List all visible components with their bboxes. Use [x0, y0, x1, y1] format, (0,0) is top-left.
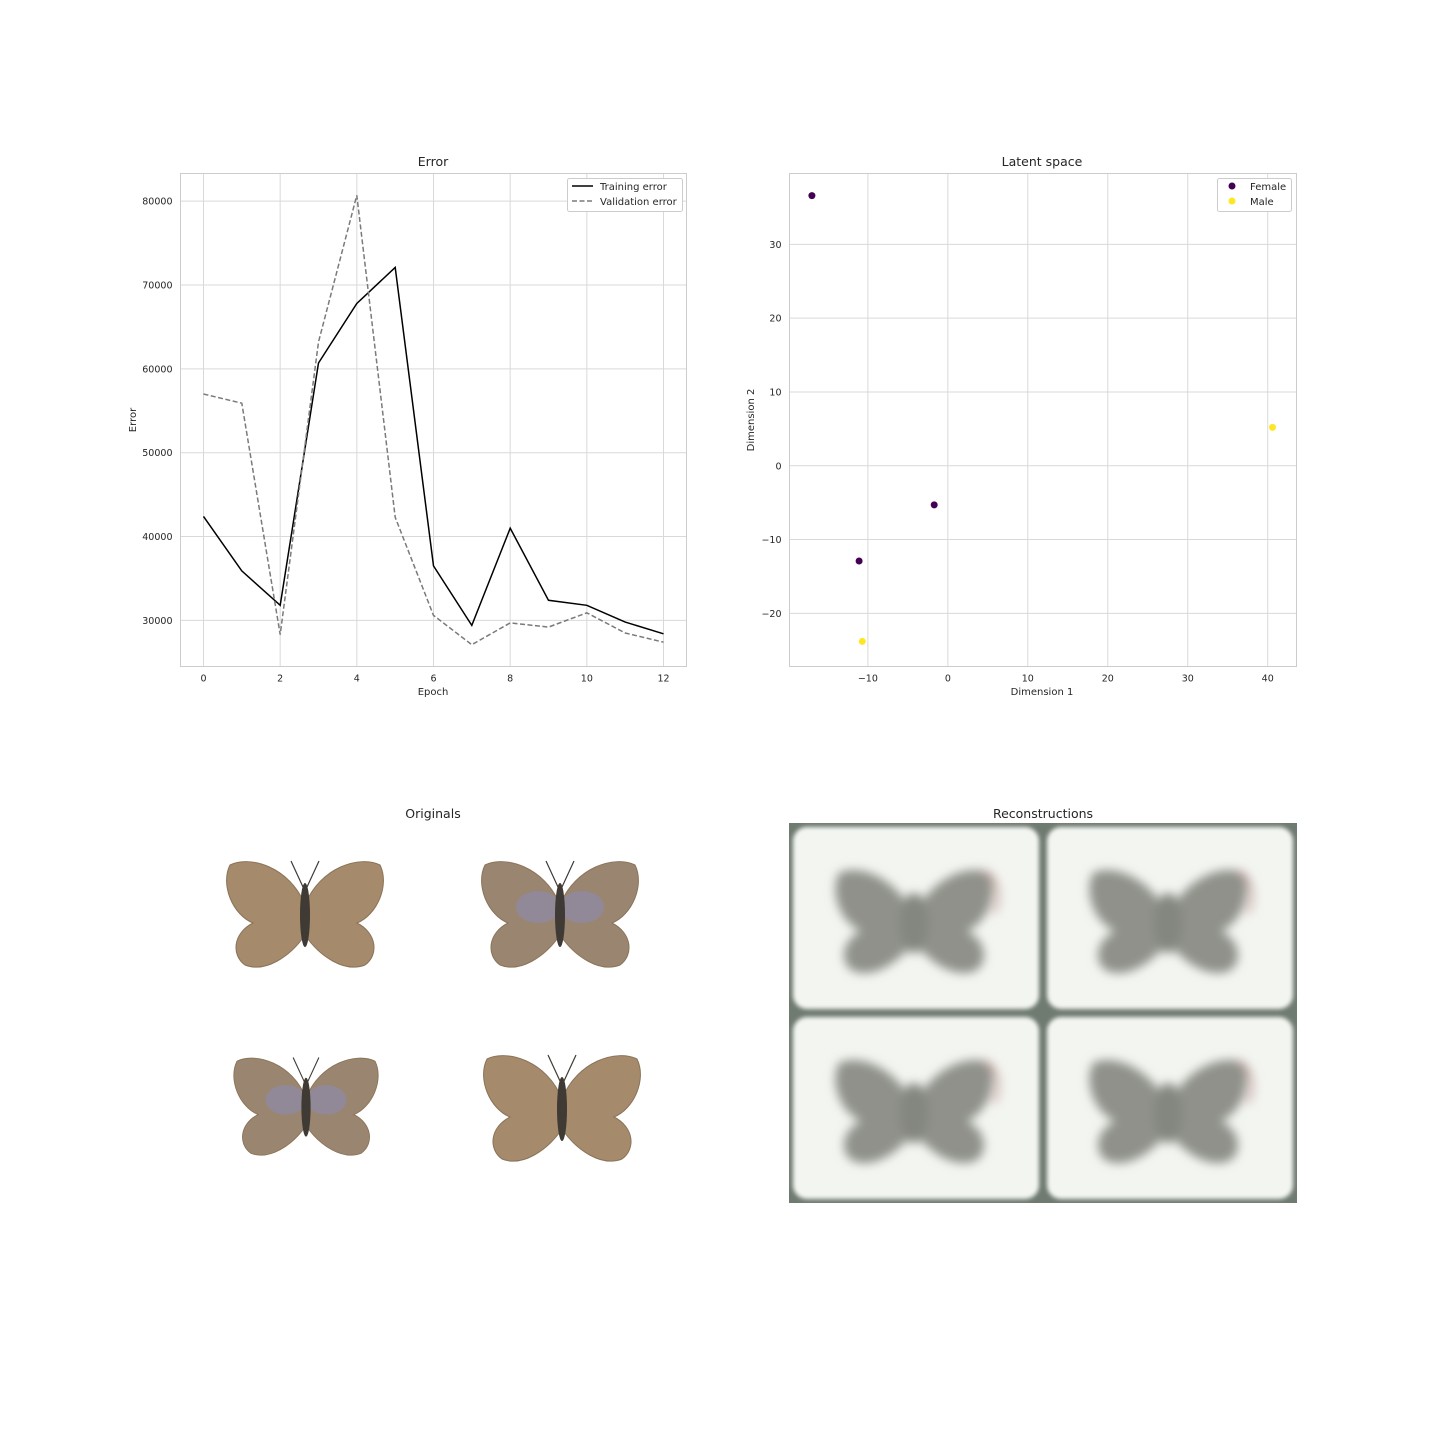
- latent-x-tick-label: 30: [1182, 674, 1194, 685]
- latent-chart-title: Latent space: [1002, 154, 1083, 169]
- error-x-tick-label: 12: [657, 674, 669, 685]
- error-x-tick-label: 6: [430, 674, 436, 685]
- original-butterfly-4: [482, 1054, 642, 1162]
- latent-chart-frame: [789, 173, 1297, 667]
- error-chart-ylabel: Error: [128, 407, 139, 432]
- latent-chart-y-ticks: −20 −10 0 10 20 30: [761, 240, 781, 620]
- error-chart-y-ticks: 30000 40000 50000 60000 70000 80000: [142, 197, 172, 627]
- original-butterfly-3: [233, 1056, 379, 1156]
- latent-y-tick-label: 20: [769, 314, 781, 325]
- reconstructions-image-grid: [789, 823, 1297, 1203]
- reconstructions-title: Reconstructions: [992, 806, 1094, 821]
- legend-validation-label: Validation error: [600, 197, 678, 208]
- error-x-tick-label: 8: [507, 674, 513, 685]
- latent-y-tick-label: 10: [769, 387, 781, 398]
- error-chart-legend: Training error Validation error: [567, 178, 683, 212]
- reconstruction-tile-3: [789, 1013, 1043, 1203]
- latent-y-tick-label: 0: [775, 461, 781, 472]
- female-point: [855, 557, 863, 565]
- originals-image-grid: [225, 860, 642, 1162]
- legend-male-marker: [1228, 197, 1236, 205]
- error-x-tick-label: 4: [354, 674, 360, 685]
- legend-training-label: Training error: [599, 182, 668, 193]
- latent-chart-legend: Female Male: [1217, 178, 1292, 212]
- error-chart-frame: [180, 173, 687, 667]
- female-point: [930, 501, 938, 509]
- validation-error-line: [203, 195, 664, 646]
- error-y-tick-label: 80000: [142, 197, 172, 208]
- latent-chart-x-ticks: −10 0 10 20 30 40: [858, 674, 1274, 685]
- error-y-tick-label: 70000: [142, 281, 172, 292]
- female-point: [808, 192, 816, 200]
- latent-chart-ylabel: Dimension 2: [746, 389, 757, 452]
- error-chart-grid: [180, 173, 687, 667]
- latent-y-tick-label: −10: [761, 535, 781, 546]
- legend-male-label: Male: [1250, 197, 1274, 208]
- error-chart: Error 0 2 4 6 8 10 12 30000 40000 50000 60000 7000…: [128, 154, 687, 698]
- error-x-tick-label: 2: [277, 674, 283, 685]
- legend-female-marker: [1228, 182, 1236, 190]
- reconstruction-tile-2: [1043, 823, 1297, 1013]
- error-chart-lines: [202, 195, 664, 646]
- latent-chart-points: [808, 192, 1276, 645]
- error-y-tick-label: 50000: [142, 448, 172, 459]
- error-chart-xlabel: Epoch: [418, 687, 449, 698]
- latent-x-tick-label: −10: [858, 674, 878, 685]
- male-point: [1269, 423, 1276, 431]
- latent-x-tick-label: 10: [1022, 674, 1034, 685]
- reconstruction-tile-1: [789, 823, 1043, 1013]
- latent-chart: Latent space −10 0 10 20 30 40 −20−100102030 …: [746, 154, 1297, 698]
- reconstruction-tile-4: [1043, 1013, 1297, 1203]
- error-chart-x-ticks: 0 2 4 6 8 10 12: [200, 674, 669, 685]
- latent-chart-xlabel: Dimension 1: [1011, 687, 1074, 698]
- legend-female-label: Female: [1250, 182, 1286, 193]
- error-x-tick-label: 10: [581, 674, 593, 685]
- latent-y-tick-label: 30: [769, 240, 781, 251]
- latent-y-tick-label: −20: [761, 609, 781, 620]
- latent-chart-grid: [789, 173, 1297, 667]
- error-y-tick-label: 40000: [142, 532, 172, 543]
- original-butterfly-1: [225, 860, 385, 968]
- original-butterfly-2: [480, 860, 640, 968]
- error-chart-title: Error: [418, 154, 449, 169]
- originals-title: Originals: [405, 806, 461, 821]
- latent-x-tick-label: 40: [1262, 674, 1274, 685]
- male-point: [858, 637, 866, 645]
- error-y-tick-label: 30000: [142, 616, 172, 627]
- latent-x-tick-label: 0: [945, 674, 951, 685]
- error-x-tick-label: 0: [200, 674, 206, 685]
- training-error-line: [202, 265, 664, 635]
- error-y-tick-label: 60000: [142, 364, 172, 375]
- latent-x-tick-label: 20: [1102, 674, 1114, 685]
